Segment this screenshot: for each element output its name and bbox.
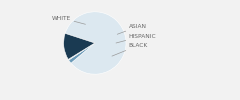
Wedge shape bbox=[65, 12, 126, 74]
Text: ASIAN: ASIAN bbox=[117, 24, 146, 34]
Wedge shape bbox=[69, 43, 95, 63]
Text: WHITE: WHITE bbox=[52, 16, 85, 24]
Wedge shape bbox=[64, 33, 95, 59]
Text: HISPANIC: HISPANIC bbox=[116, 34, 156, 43]
Text: BLACK: BLACK bbox=[112, 43, 148, 56]
Wedge shape bbox=[68, 43, 95, 60]
